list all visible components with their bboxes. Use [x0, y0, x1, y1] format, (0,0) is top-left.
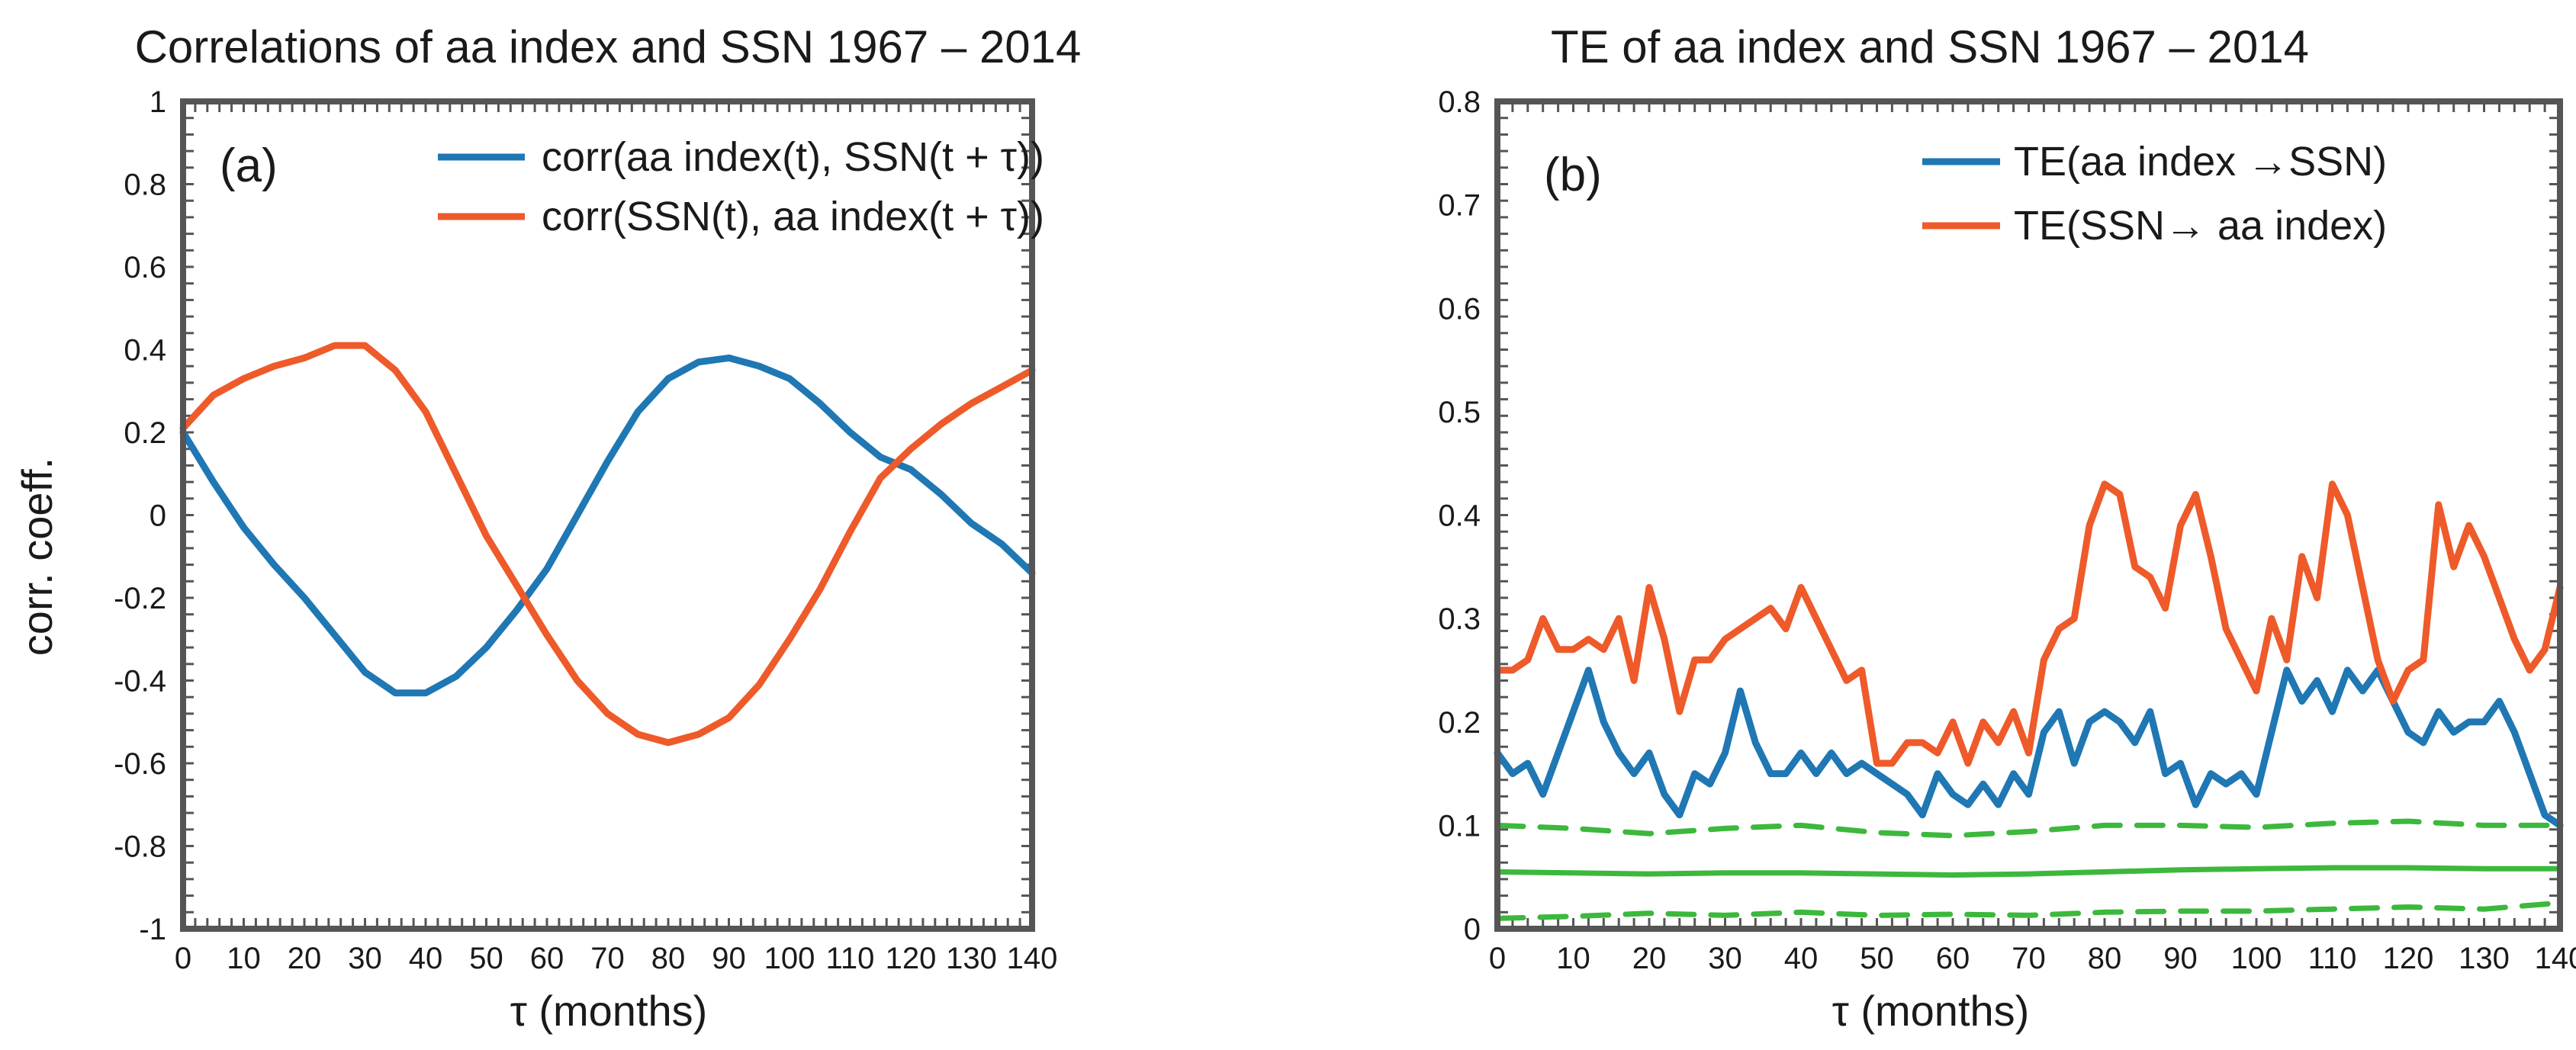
ytick-label: 0.8	[124, 169, 166, 202]
xtick-label: 40	[1784, 942, 1819, 975]
xtick-label: 30	[348, 942, 382, 975]
xtick-label: 20	[1632, 942, 1667, 975]
xtick-label: 0	[175, 942, 191, 975]
panel-b-label: (b)	[1544, 149, 1602, 201]
legend-a-label-1: corr(SSN(t), aa index(t + τ))	[542, 194, 1044, 239]
series-line-significance-upper	[1494, 818, 2563, 839]
panel-a-xlabel: τ (months)	[510, 987, 708, 1035]
panel-b-legend: TE(aa index →SSN) TE(SSN→ aa index)	[1922, 139, 2387, 249]
series-line-significance-mean	[1494, 865, 2563, 878]
xtick-label: 100	[2231, 942, 2282, 975]
ytick-label: 0.3	[1438, 602, 1481, 636]
xtick-label: 110	[2308, 942, 2357, 975]
xtick-label: 60	[530, 942, 564, 975]
xtick-label: 140	[2535, 942, 2576, 975]
xtick-label: 140	[1007, 942, 1058, 975]
panel-b-xticks: 0 10 20 30 40 50 60 70 80 90 100 110 120 130 140	[1489, 942, 2576, 975]
ytick-label: 0.4	[1438, 499, 1481, 533]
ytick-label: -0.6	[114, 747, 166, 781]
xtick-label: 120	[886, 942, 937, 975]
panel-a-chart: Correlations of aa index and SSN 1967 – …	[13, 21, 1081, 1035]
ytick-label: 0.2	[1438, 706, 1481, 740]
series-line-corr-ssn-t-aa-index-t-	[179, 342, 1036, 747]
xtick-label: 10	[227, 942, 261, 975]
series-line-significance-lower	[1494, 900, 2563, 921]
ytick-label: 0.7	[1438, 189, 1481, 223]
xtick-label: 20	[288, 942, 322, 975]
ytick-label: 1	[150, 85, 166, 119]
xtick-label: 50	[469, 942, 503, 975]
xtick-label: 130	[2459, 942, 2510, 975]
xtick-label: 80	[2088, 942, 2122, 975]
ytick-label: 0.6	[1438, 292, 1481, 326]
xtick-label: 110	[826, 942, 875, 975]
panel-a-label: (a)	[220, 140, 278, 192]
ytick-label: -0.2	[114, 582, 166, 615]
panel-b-yticks: 0.8 0.7 0.6 0.5 0.4 0.3 0.2 0.1 0	[1438, 85, 1481, 946]
panel-b-xlabel: τ (months)	[1832, 987, 2030, 1035]
xtick-label: 100	[764, 942, 815, 975]
xtick-label: 130	[946, 942, 997, 975]
ytick-label: -0.8	[114, 830, 166, 864]
ytick-label: 0	[1464, 913, 1481, 946]
xtick-label: 0	[1489, 942, 1506, 975]
ytick-label: 0.6	[124, 251, 166, 284]
legend-b-label-1: TE(SSN→ aa index)	[2014, 203, 2387, 249]
ytick-label: 0.4	[124, 334, 166, 368]
panel-b-axes-frame	[1494, 98, 2563, 932]
series-line-corr-aa-index-t-ssn-t-	[179, 354, 1036, 697]
panel-a-title: Correlations of aa index and SSN 1967 – …	[135, 21, 1082, 72]
panel-a-yticks: 1 0.8 0.6 0.4 0.2 0 -0.2 -0.4 -0.6 -0.8 -1	[114, 85, 166, 946]
ytick-label: 0.5	[1438, 396, 1481, 429]
xtick-label: 10	[1556, 942, 1590, 975]
panel-a-ylabel: corr. coeff.	[13, 458, 61, 656]
legend-b-label-0: TE(aa index →SSN)	[2014, 139, 2387, 185]
panel-a-legend: corr(aa index(t), SSN(t + τ)) corr(SSN(t…	[438, 134, 1044, 239]
panel-b-series	[1494, 480, 2564, 921]
xtick-label: 70	[2012, 942, 2046, 975]
xtick-label: 40	[409, 942, 443, 975]
xtick-label: 120	[2383, 942, 2434, 975]
ytick-label: 0.1	[1438, 809, 1481, 843]
legend-a-label-0: corr(aa index(t), SSN(t + τ))	[542, 134, 1044, 180]
series-line-te-ssn-aa-index-	[1494, 480, 2564, 767]
xtick-label: 60	[1936, 942, 1970, 975]
panel-a-xticks: 0 10 20 30 40 50 60 70 80 90 100 110 120 130 140	[175, 942, 1058, 975]
panel-b-chart: TE of aa index and SSN 1967 – 2014 τ (mo…	[1438, 21, 2576, 1035]
xtick-label: 90	[712, 942, 746, 975]
panel-a-series	[179, 342, 1036, 747]
ytick-label: -0.4	[114, 665, 166, 698]
xtick-label: 80	[651, 942, 686, 975]
ytick-label: -1	[139, 913, 166, 946]
panel-b-title: TE of aa index and SSN 1967 – 2014	[1551, 21, 2309, 72]
xtick-label: 30	[1708, 942, 1742, 975]
xtick-label: 90	[2163, 942, 2198, 975]
ytick-label: 0	[150, 499, 166, 533]
panel-a-axes-frame	[180, 98, 1035, 932]
xtick-label: 50	[1860, 942, 1894, 975]
ytick-label: 0.8	[1438, 85, 1481, 119]
ytick-label: 0.2	[124, 416, 166, 450]
xtick-label: 70	[590, 942, 625, 975]
